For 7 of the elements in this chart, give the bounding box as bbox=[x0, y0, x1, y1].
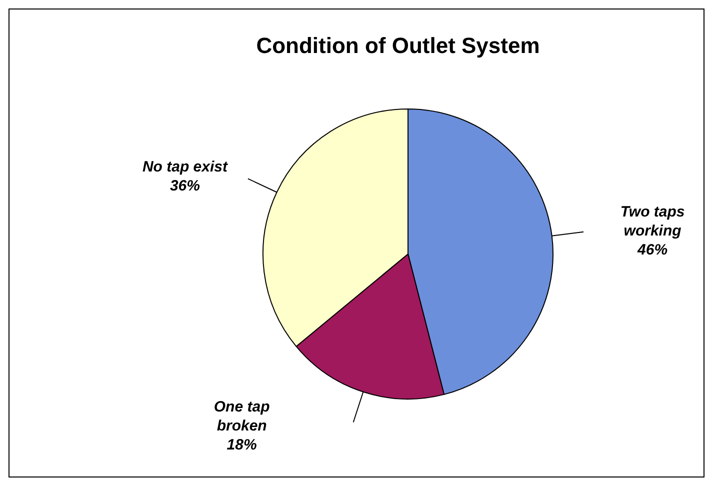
data-label: 46% bbox=[636, 241, 668, 258]
slice-label: Two taps working bbox=[620, 203, 685, 240]
data-label: 18% bbox=[226, 436, 257, 454]
chart-title: Condition of Outlet System bbox=[256, 33, 540, 58]
slice-label: No tap exist bbox=[142, 158, 228, 176]
data-label: 36% bbox=[170, 177, 200, 194]
slice-label: One tap broken bbox=[214, 398, 270, 434]
